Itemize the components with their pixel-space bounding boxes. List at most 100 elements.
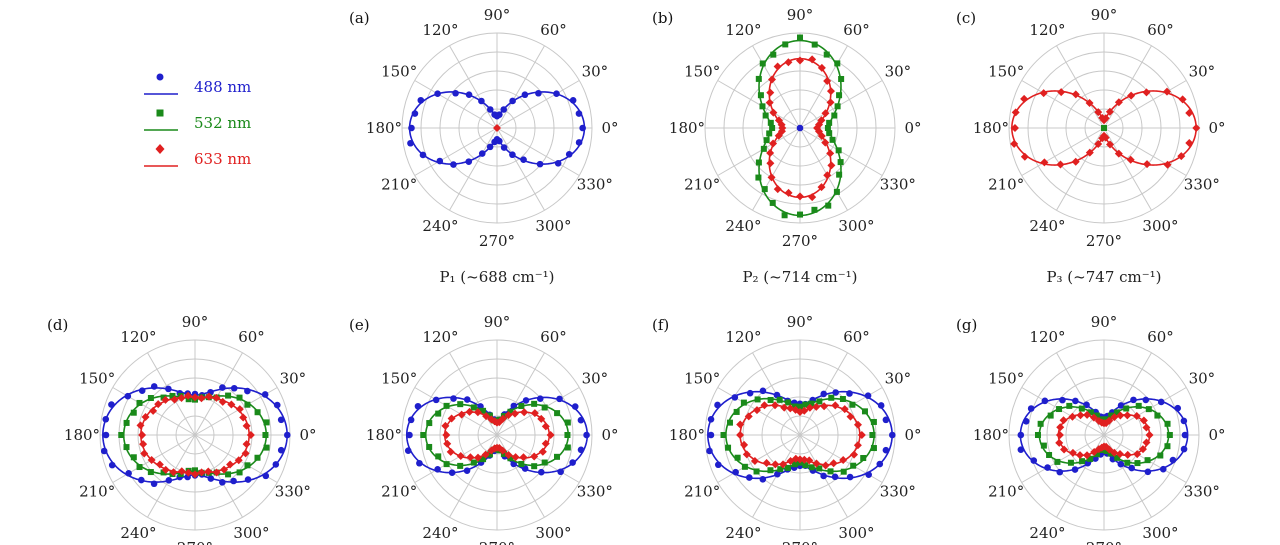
data-point bbox=[1060, 445, 1069, 454]
data-point bbox=[1115, 450, 1124, 459]
angle-tick-label: 270° bbox=[782, 539, 818, 545]
series-488-nm bbox=[407, 89, 586, 168]
data-point bbox=[447, 414, 456, 423]
angle-tick-label: 30° bbox=[1189, 63, 1216, 81]
angle-tick-label: 240° bbox=[422, 217, 458, 235]
panel-label: (d) bbox=[47, 316, 68, 334]
data-point bbox=[1027, 405, 1035, 412]
data-point bbox=[1094, 417, 1103, 426]
data-point bbox=[791, 403, 798, 410]
grid-spoke bbox=[496, 127, 545, 211]
data-point bbox=[569, 459, 576, 466]
grid-spoke bbox=[1056, 127, 1105, 211]
data-point bbox=[244, 462, 251, 469]
data-point bbox=[1085, 98, 1094, 107]
data-point bbox=[537, 414, 546, 423]
data-point bbox=[434, 465, 441, 473]
data-point bbox=[846, 473, 854, 481]
data-point bbox=[536, 160, 544, 168]
grid-spoke bbox=[1103, 80, 1187, 129]
data-point bbox=[762, 112, 769, 119]
data-point bbox=[530, 409, 539, 418]
data-point bbox=[786, 404, 795, 413]
data-point bbox=[812, 459, 821, 468]
data-point bbox=[420, 432, 427, 438]
data-point bbox=[731, 394, 739, 401]
data-point bbox=[808, 193, 817, 202]
angle-tick-label: 60° bbox=[1147, 328, 1174, 346]
data-point bbox=[407, 139, 414, 147]
data-point bbox=[1079, 458, 1086, 465]
data-point bbox=[486, 106, 494, 113]
data-point bbox=[821, 461, 830, 470]
data-point bbox=[767, 396, 774, 403]
data-point bbox=[125, 470, 132, 477]
angle-tick-label: 120° bbox=[422, 21, 458, 39]
angle-tick-label: 210° bbox=[381, 483, 417, 501]
legend-marker-633 bbox=[144, 144, 178, 167]
data-point bbox=[834, 103, 841, 110]
grid-spoke bbox=[752, 45, 801, 129]
data-point bbox=[244, 476, 252, 483]
data-point bbox=[1133, 450, 1142, 459]
data-point bbox=[1114, 454, 1121, 461]
data-point bbox=[1094, 108, 1103, 117]
angle-tick-label: 0° bbox=[1208, 119, 1225, 137]
data-point bbox=[817, 116, 826, 125]
angle-tick-label: 0° bbox=[299, 426, 316, 444]
data-point bbox=[571, 403, 579, 410]
data-point bbox=[732, 468, 739, 476]
data-point bbox=[833, 188, 840, 195]
data-point bbox=[100, 447, 108, 455]
series-488-nm bbox=[796, 124, 804, 132]
data-point bbox=[780, 403, 789, 412]
data-point bbox=[160, 469, 167, 476]
data-point bbox=[242, 421, 251, 430]
data-point bbox=[1117, 460, 1125, 468]
legend-label-532: 532 nm bbox=[194, 114, 252, 132]
data-point bbox=[1022, 417, 1030, 425]
data-point bbox=[147, 469, 154, 476]
data-point bbox=[802, 462, 809, 469]
data-point bbox=[254, 454, 261, 461]
data-point bbox=[554, 453, 561, 460]
data-point bbox=[141, 413, 150, 422]
data-point bbox=[850, 450, 859, 459]
grid-spoke bbox=[449, 45, 498, 129]
angle-tick-label: 240° bbox=[120, 524, 156, 542]
angle-tick-label: 330° bbox=[577, 483, 613, 501]
data-point bbox=[575, 110, 583, 117]
grid-spoke bbox=[1056, 45, 1105, 129]
data-point bbox=[504, 450, 513, 459]
data-point bbox=[811, 41, 818, 48]
data-point bbox=[1192, 124, 1201, 132]
angle-tick-label: 150° bbox=[988, 63, 1024, 81]
data-point bbox=[760, 145, 767, 152]
data-point bbox=[1144, 457, 1151, 464]
data-point bbox=[283, 431, 291, 439]
data-point bbox=[836, 171, 843, 178]
data-point bbox=[244, 401, 251, 408]
data-point bbox=[480, 456, 487, 463]
data-point bbox=[102, 415, 110, 423]
data-point bbox=[102, 431, 110, 439]
data-point bbox=[767, 119, 774, 126]
data-point bbox=[219, 384, 226, 391]
angle-tick-label: 330° bbox=[880, 483, 916, 501]
angle-tick-label: 270° bbox=[479, 539, 515, 545]
data-point bbox=[500, 450, 507, 457]
data-point bbox=[456, 451, 465, 460]
data-point bbox=[1108, 412, 1115, 419]
data-point bbox=[263, 444, 270, 451]
data-point bbox=[411, 110, 419, 117]
data-point bbox=[518, 460, 525, 467]
angle-tick-label: 270° bbox=[1086, 232, 1122, 250]
data-point bbox=[752, 406, 761, 415]
data-point bbox=[404, 447, 412, 454]
angle-tick-label: 300° bbox=[1142, 217, 1178, 235]
angle-tick-label: 300° bbox=[233, 524, 269, 542]
angle-tick-label: 330° bbox=[577, 176, 613, 194]
data-point bbox=[138, 387, 146, 394]
data-point bbox=[796, 192, 804, 201]
data-point bbox=[450, 161, 457, 168]
